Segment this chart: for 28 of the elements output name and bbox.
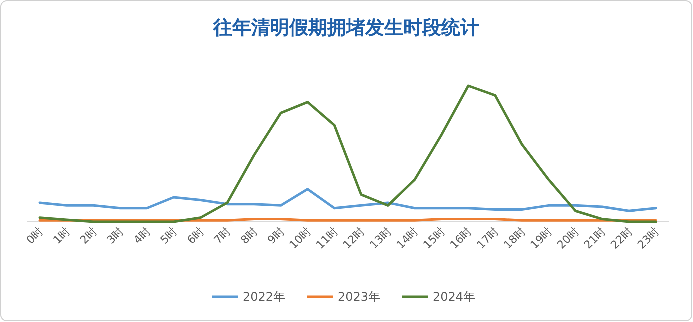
- x-tick-label: 10时: [287, 224, 314, 252]
- x-tick-label: 2时: [78, 224, 100, 247]
- x-tick-label: 3时: [104, 224, 126, 247]
- x-tick-label: 22时: [608, 224, 636, 252]
- x-tick-label: 16时: [448, 224, 475, 252]
- x-tick-label: 8时: [238, 224, 260, 247]
- x-tick-label: 0时: [24, 224, 46, 247]
- x-tick-label: 21时: [582, 224, 609, 252]
- x-tick-label: 1时: [50, 224, 73, 247]
- x-tick-label: 13时: [367, 224, 394, 252]
- legend-label: 2022年: [243, 290, 286, 304]
- x-tick-label: 14时: [394, 224, 422, 252]
- x-tick-label: 5时: [158, 224, 180, 247]
- x-tick-label: 4时: [131, 224, 154, 247]
- x-tick-label: 6时: [184, 224, 207, 247]
- x-tick-label: 23时: [635, 224, 662, 252]
- x-tick-label: 12时: [340, 224, 368, 252]
- chart-title: 往年清明假期拥堵发生时段统计: [212, 17, 480, 39]
- x-tick-label: 20时: [554, 224, 582, 252]
- x-tick-label: 7时: [212, 224, 234, 247]
- x-tick-label: 11时: [314, 224, 341, 252]
- legend-label: 2023年: [338, 290, 381, 304]
- x-tick-label: 17时: [474, 224, 502, 252]
- x-tick-label: 19时: [528, 224, 555, 252]
- legend-label: 2024年: [433, 290, 476, 304]
- x-tick-label: 18时: [501, 224, 528, 252]
- x-tick-label: 9时: [265, 224, 288, 247]
- x-tick-label: 15时: [420, 224, 448, 252]
